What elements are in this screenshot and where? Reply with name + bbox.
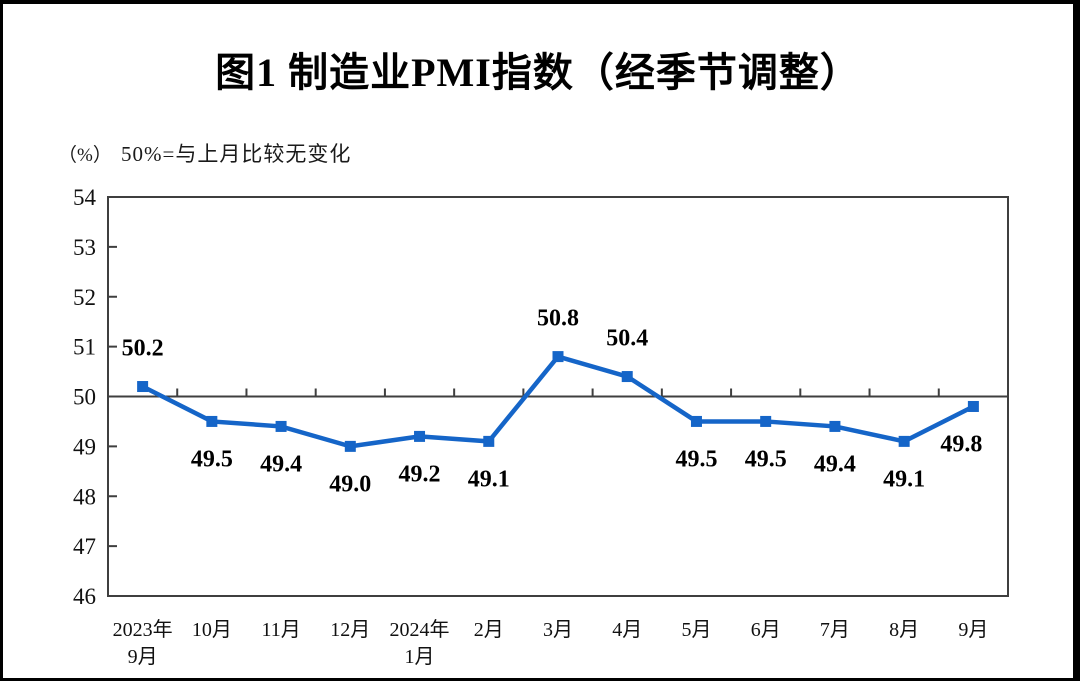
data-point-marker [898,435,910,447]
data-value-label: 49.8 [940,431,982,457]
data-value-label: 50.8 [537,306,579,332]
data-value-label: 49.4 [260,451,302,477]
data-value-label: 49.5 [191,446,233,472]
data-point-marker [552,351,564,363]
data-value-label: 49.5 [675,446,717,472]
x-axis-label: 12月 [330,619,370,641]
data-point-marker [206,415,218,427]
x-axis-label: 2024年 [390,618,450,641]
data-point-marker [690,415,702,427]
data-value-label: 49.1 [883,466,925,492]
x-axis-label: 10月 [192,619,232,641]
x-axis-label: 4月 [612,619,642,641]
y-axis-label: 49 [73,434,96,459]
y-axis-unit-label: （%） [58,145,112,166]
data-value-label: 49.1 [468,466,510,492]
y-axis-label: 51 [73,335,96,360]
data-point-marker [275,420,287,432]
x-axis-label: 3月 [543,619,573,641]
x-axis-label: 7月 [820,619,850,641]
data-value-label: 49.0 [329,471,371,497]
data-point-marker [829,420,841,432]
data-point-marker [414,430,426,442]
y-axis-label: 48 [73,484,96,509]
x-axis-label: 9月 [128,646,158,668]
chart-title: 图1 制造业PMI指数（经季节调整） [215,50,861,95]
data-value-label: 49.2 [399,461,441,487]
data-point-marker [137,381,149,393]
x-axis-label: 8月 [889,619,919,641]
x-axis-label: 2023年 [113,618,173,641]
x-axis-label: 5月 [681,619,711,641]
data-point-marker [621,371,633,383]
data-point-marker [760,415,772,427]
y-axis-label: 52 [73,285,96,310]
y-axis-label: 47 [73,534,96,559]
x-axis-label: 9月 [958,619,988,641]
y-axis-label: 53 [73,235,96,260]
data-value-label: 50.2 [122,336,164,362]
data-value-label: 49.4 [814,451,856,477]
data-point-marker [483,435,495,447]
pmi-series-line [141,354,975,449]
pmi-line-chart: 46 47 48 49 50 51 52 53 54 50.2 49.5 49.4 49.0 49.2 49… [73,185,1009,668]
x-axis-label: 2月 [474,619,504,641]
data-point-marker [344,440,356,452]
x-axis-label: 6月 [751,619,781,641]
y-axis-label: 50 [73,385,96,410]
reference-note: 50%=与上月比较无变化 [121,142,352,166]
y-axis-label: 46 [73,584,96,609]
y-axis-label: 54 [73,185,97,210]
data-value-label: 50.4 [606,326,648,352]
data-value-label: 49.5 [745,446,787,472]
data-point-marker [967,400,979,412]
x-axis-label: 1月 [405,646,435,668]
x-axis-label: 11月 [261,619,300,641]
